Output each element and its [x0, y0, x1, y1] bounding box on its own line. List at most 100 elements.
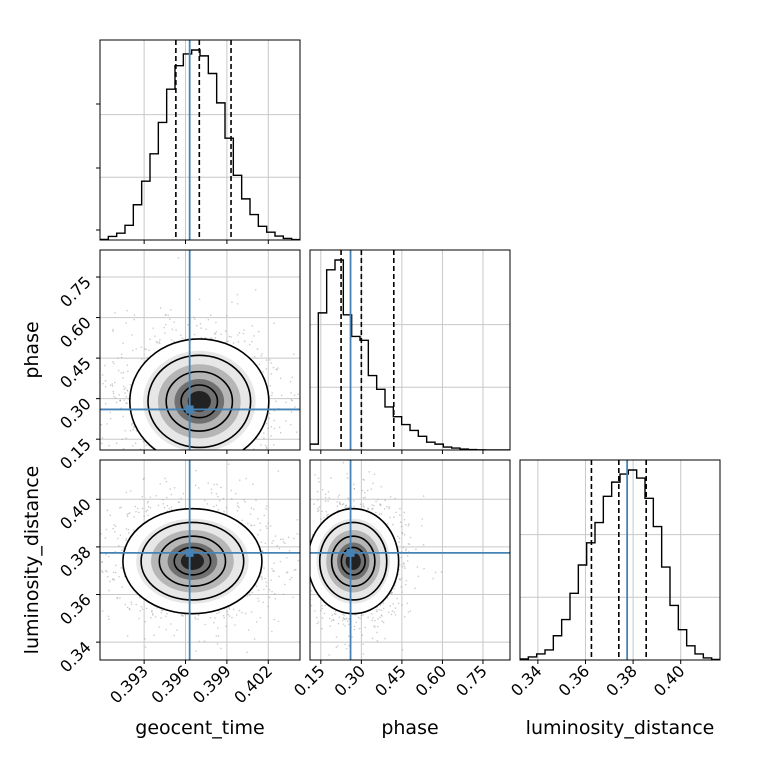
sample-point [133, 426, 135, 429]
sample-point [114, 312, 116, 314]
sample-point [376, 610, 378, 613]
panel-frame [99, 39, 301, 241]
contour-line [330, 535, 376, 587]
sample-point [321, 617, 324, 619]
sample-point [171, 465, 173, 467]
sample-point [215, 321, 217, 324]
sample-point [265, 359, 268, 361]
sample-point [358, 453, 360, 455]
x-tick-label: 0.402 [230, 661, 276, 707]
sample-point [119, 534, 122, 536]
sample-point [250, 611, 253, 613]
sample-point [205, 328, 207, 330]
sample-point [321, 604, 323, 607]
sample-point [160, 611, 163, 614]
sample-point [344, 643, 346, 646]
sample-point [246, 651, 248, 654]
sample-point [124, 603, 127, 606]
sample-point [404, 523, 407, 526]
sample-point [269, 385, 272, 387]
sample-point [142, 478, 145, 481]
sample-point [327, 490, 330, 493]
sample-point [307, 566, 309, 568]
sample-point [168, 318, 171, 320]
sample-point [109, 417, 112, 420]
sample-point [293, 595, 295, 597]
sample-point [273, 427, 276, 430]
sample-point [234, 485, 236, 487]
sample-point [126, 389, 129, 392]
sample-point [271, 590, 273, 593]
sample-point [364, 626, 366, 629]
sample-point [272, 444, 275, 446]
sample-point [104, 364, 106, 367]
sample-point [259, 616, 262, 619]
sample-point [165, 451, 167, 453]
sample-point [236, 502, 239, 504]
sample-point [304, 606, 306, 608]
sample-point [133, 318, 135, 321]
sample-point [206, 503, 209, 505]
sample-point [285, 571, 288, 574]
sample-point [211, 453, 213, 455]
sample-point [129, 383, 132, 386]
sample-point [236, 510, 239, 512]
sample-point [238, 609, 241, 612]
sample-point [375, 511, 377, 514]
sample-point [269, 525, 272, 527]
sample-point [150, 477, 152, 479]
sample-point [151, 609, 153, 612]
sample-point [265, 422, 268, 425]
sample-point [197, 468, 199, 470]
sample-point [338, 501, 341, 503]
sample-point [347, 477, 349, 479]
sample-point [31, 418, 33, 420]
sample-point [422, 495, 425, 497]
sample-point [257, 517, 259, 520]
sample-point [379, 604, 382, 606]
sample-point [100, 533, 102, 535]
sample-point [373, 625, 375, 627]
sample-point [316, 622, 319, 625]
sample-point [161, 609, 164, 612]
sample-point [331, 417, 333, 419]
sample-point [165, 615, 167, 618]
sample-point [384, 637, 386, 640]
sample-point [401, 591, 403, 593]
sample-point [158, 342, 161, 345]
sample-point [125, 528, 128, 530]
sample-point [379, 616, 381, 619]
sample-point [158, 340, 161, 343]
sample-point [399, 514, 401, 516]
x-tick-label: 0.393 [106, 661, 152, 707]
sample-point [287, 536, 290, 539]
sample-point [398, 541, 400, 543]
sample-point [286, 488, 288, 490]
sample-point [194, 618, 197, 620]
sample-point [223, 452, 225, 454]
sample-point [170, 506, 173, 508]
sample-point [342, 623, 345, 625]
sample-point [248, 594, 251, 597]
sample-point [228, 615, 231, 617]
sample-point [297, 529, 299, 531]
sample-point [124, 429, 127, 432]
sample-point [88, 395, 90, 397]
sample-point [165, 496, 168, 499]
sample-point [111, 383, 113, 385]
sample-point [336, 501, 338, 503]
sample-point [265, 508, 267, 510]
sample-point [261, 576, 263, 579]
sample-point [241, 611, 243, 614]
sample-point [251, 325, 254, 327]
sample-point [147, 505, 150, 508]
sample-point [319, 609, 322, 612]
sample-point [363, 506, 365, 508]
sample-point [399, 521, 402, 524]
sample-point [291, 376, 294, 379]
sample-point [279, 377, 282, 380]
sample-point [104, 385, 107, 388]
sample-point [273, 562, 275, 564]
sample-point [243, 329, 245, 331]
